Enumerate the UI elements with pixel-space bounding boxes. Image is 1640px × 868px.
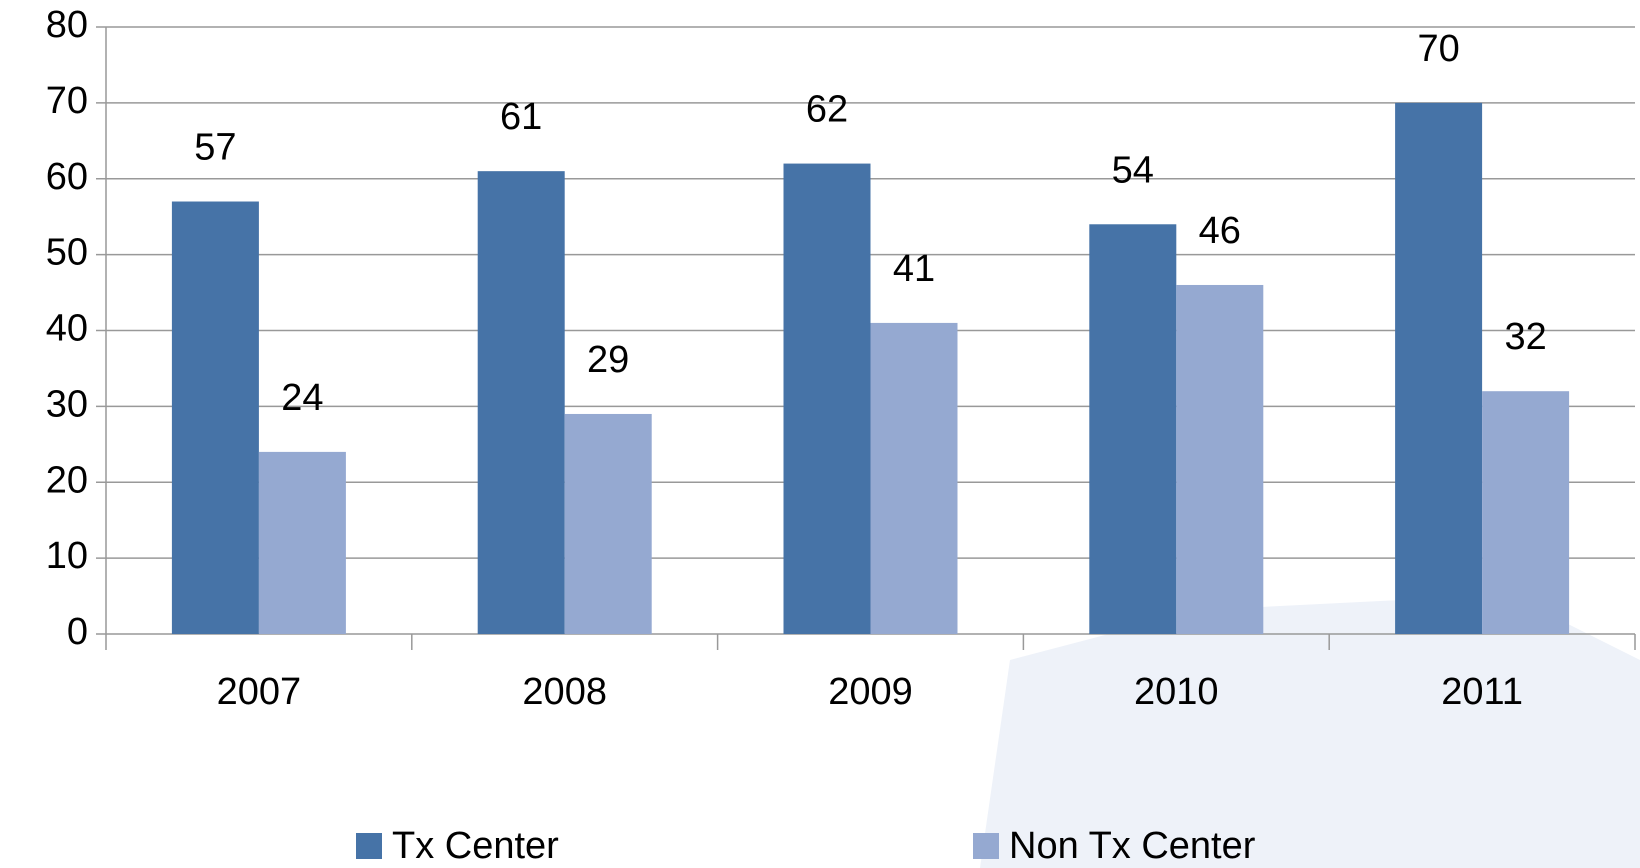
data-label: 24 xyxy=(281,377,323,419)
y-tick-label: 80 xyxy=(46,4,88,46)
bar xyxy=(783,163,871,634)
watermark xyxy=(980,600,1640,868)
x-tick-label: 2010 xyxy=(1134,671,1219,713)
y-tick-label: 0 xyxy=(67,611,88,653)
y-tick-label: 20 xyxy=(46,459,88,501)
legend-swatch xyxy=(356,833,382,859)
legend-swatch xyxy=(973,833,999,859)
data-label: 62 xyxy=(806,89,848,131)
bar xyxy=(1395,102,1483,634)
x-tick-label: 2011 xyxy=(1441,671,1523,713)
x-tick-label: 2007 xyxy=(217,671,302,713)
y-tick-label: 10 xyxy=(46,535,88,577)
bar xyxy=(870,322,958,634)
legend-label: Non Tx Center xyxy=(1009,825,1256,867)
data-label: 57 xyxy=(194,127,236,169)
bar xyxy=(258,451,346,634)
y-tick-label: 60 xyxy=(46,156,88,198)
bar xyxy=(564,413,652,634)
y-tick-label: 30 xyxy=(46,383,88,425)
data-label: 29 xyxy=(587,339,629,381)
data-label: 70 xyxy=(1417,28,1459,70)
legend-label: Tx Center xyxy=(392,825,559,867)
bar xyxy=(1176,284,1264,634)
bar xyxy=(171,201,259,634)
bar xyxy=(477,171,565,634)
data-label: 46 xyxy=(1199,210,1241,252)
x-tick-label: 2008 xyxy=(522,671,607,713)
y-tick-label: 50 xyxy=(46,232,88,274)
data-label: 41 xyxy=(893,248,935,290)
data-label: 54 xyxy=(1112,149,1154,191)
bar xyxy=(1089,224,1177,634)
x-tick-label: 2009 xyxy=(828,671,913,713)
y-tick-label: 40 xyxy=(46,308,88,350)
data-label: 61 xyxy=(500,96,542,138)
y-tick-label: 70 xyxy=(46,80,88,122)
data-label: 32 xyxy=(1504,316,1546,358)
bar xyxy=(1482,391,1570,634)
